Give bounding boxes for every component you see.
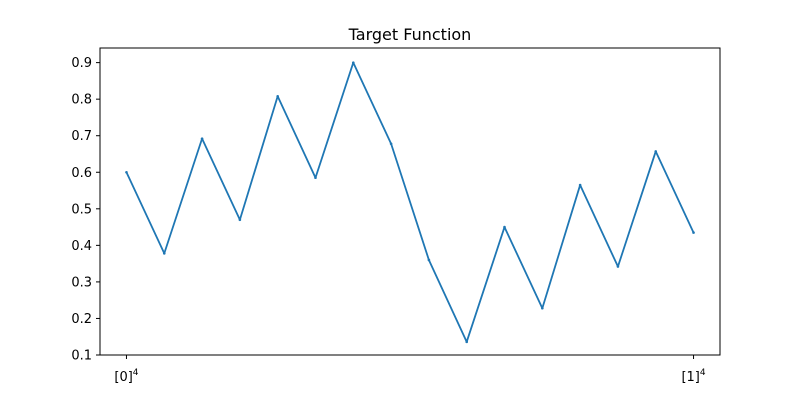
data-point bbox=[465, 341, 468, 344]
data-point bbox=[654, 150, 657, 153]
y-tick-label: 0.1 bbox=[71, 349, 92, 364]
data-point bbox=[314, 176, 317, 179]
x-tick-label-exponent: 4 bbox=[700, 368, 706, 378]
y-tick-label: 0.5 bbox=[71, 202, 92, 217]
data-point bbox=[541, 307, 544, 310]
x-tick-label-text: [0] bbox=[114, 370, 132, 385]
y-tick-label: 0.7 bbox=[71, 129, 92, 144]
data-point bbox=[692, 231, 695, 234]
y-axis: 0.1 0.2 0.3 0.4 0.5 0.6 0.7 0.8 0.9 bbox=[71, 56, 100, 363]
y-tick-label: 0.9 bbox=[71, 56, 92, 71]
data-point bbox=[428, 259, 431, 262]
y-tick-label: 0.3 bbox=[71, 275, 92, 290]
data-point bbox=[579, 184, 582, 187]
series-group bbox=[125, 61, 695, 343]
y-tick-label: 0.2 bbox=[71, 312, 92, 327]
data-point bbox=[201, 137, 204, 140]
data-point bbox=[239, 218, 242, 221]
x-tick-label-text: [1] bbox=[681, 370, 699, 385]
data-point bbox=[125, 171, 128, 174]
x-tick-label: [1]4 bbox=[681, 368, 705, 385]
data-point bbox=[352, 61, 355, 64]
x-axis: [0]4 [1]4 bbox=[114, 355, 705, 385]
x-tick-label: [0]4 bbox=[114, 368, 138, 385]
x-tick-label-exponent: 4 bbox=[133, 368, 139, 378]
data-point bbox=[163, 252, 166, 255]
data-point bbox=[617, 265, 620, 268]
data-point bbox=[276, 95, 279, 98]
y-tick-label: 0.4 bbox=[71, 239, 92, 254]
y-tick-label: 0.8 bbox=[71, 93, 92, 108]
data-point bbox=[503, 226, 506, 229]
series-line bbox=[126, 63, 693, 342]
y-tick-label: 0.6 bbox=[71, 166, 92, 181]
data-point bbox=[390, 142, 393, 145]
chart-title: Target Function bbox=[348, 25, 472, 44]
